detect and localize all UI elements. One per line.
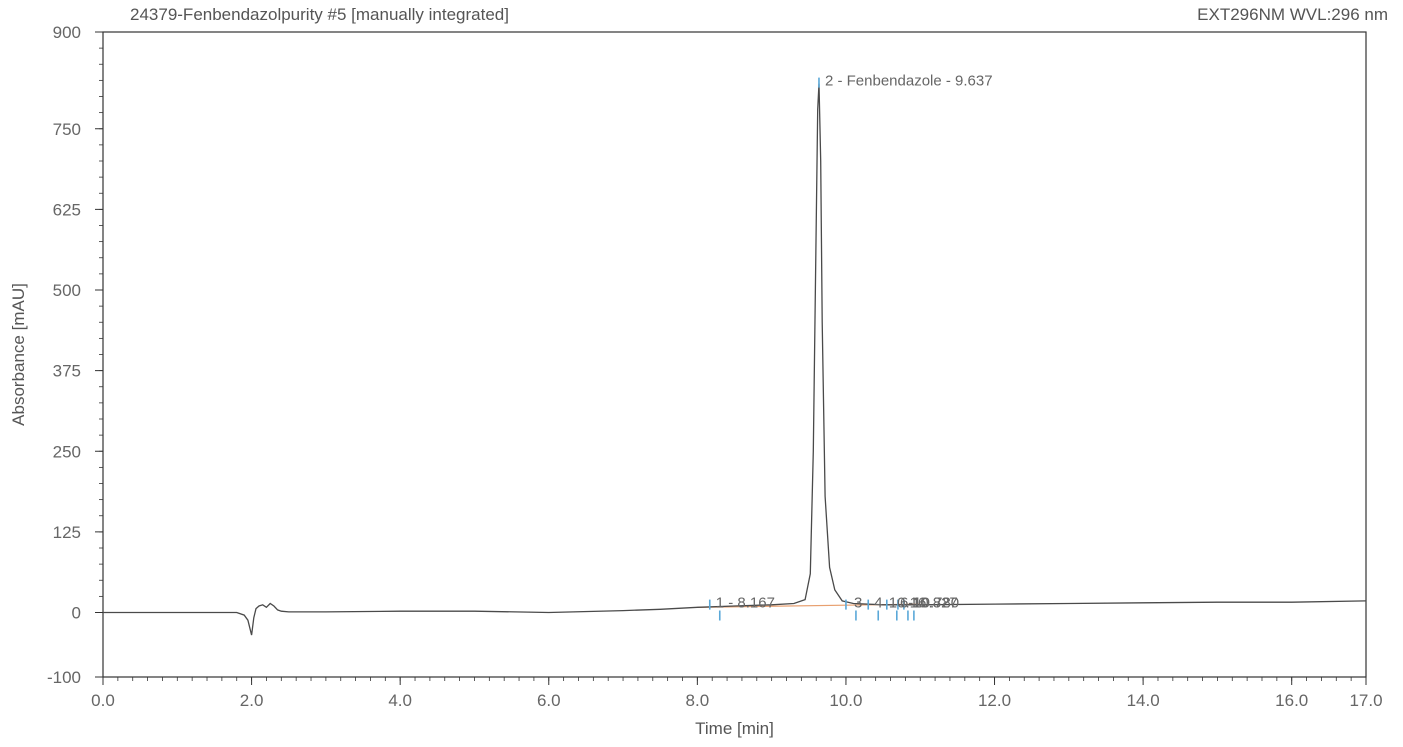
x-tick-label: 17.0 xyxy=(1349,691,1382,710)
x-tick-label: 6.0 xyxy=(537,691,561,710)
y-tick-label: 250 xyxy=(53,442,81,461)
y-tick-label: 375 xyxy=(53,362,81,381)
y-tick-label: 900 xyxy=(53,23,81,42)
y-tick-label: 0 xyxy=(72,604,81,623)
x-tick-label: 8.0 xyxy=(686,691,710,710)
y-tick-label: 125 xyxy=(53,523,81,542)
y-tick-label: 500 xyxy=(53,281,81,300)
peak-label: 10.16 xyxy=(889,595,927,612)
x-tick-label: 4.0 xyxy=(388,691,412,710)
peak-label: 3 xyxy=(854,595,862,612)
peak-label: 6-10.780 xyxy=(900,595,959,612)
peak-label: 2 - Fenbendazole - 9.637 xyxy=(825,73,993,90)
y-axis-title: Absorbance [mAU] xyxy=(9,283,28,426)
y-tick-label: -100 xyxy=(47,668,81,687)
detector-label: EXT296NM WVL:296 nm xyxy=(1197,5,1388,24)
x-tick-label: 2.0 xyxy=(240,691,264,710)
peak-label: 4 xyxy=(874,595,882,612)
peak-label: 1 - 8.167 xyxy=(716,595,775,612)
sample-title: 24379-Fenbendazolpurity #5 [manually int… xyxy=(130,5,509,24)
y-tick-label: 750 xyxy=(53,120,81,139)
x-tick-label: 10.0 xyxy=(829,691,862,710)
x-tick-label: 14.0 xyxy=(1127,691,1160,710)
x-axis-title: Time [min] xyxy=(695,719,774,738)
peak-label: 10.827 xyxy=(912,595,958,612)
x-tick-label: 0.0 xyxy=(91,691,115,710)
y-tick-label: 625 xyxy=(53,200,81,219)
x-tick-label: 16.0 xyxy=(1275,691,1308,710)
x-tick-label: 12.0 xyxy=(978,691,1011,710)
plot-frame xyxy=(102,31,1367,678)
chromatogram-trace xyxy=(103,83,1367,636)
